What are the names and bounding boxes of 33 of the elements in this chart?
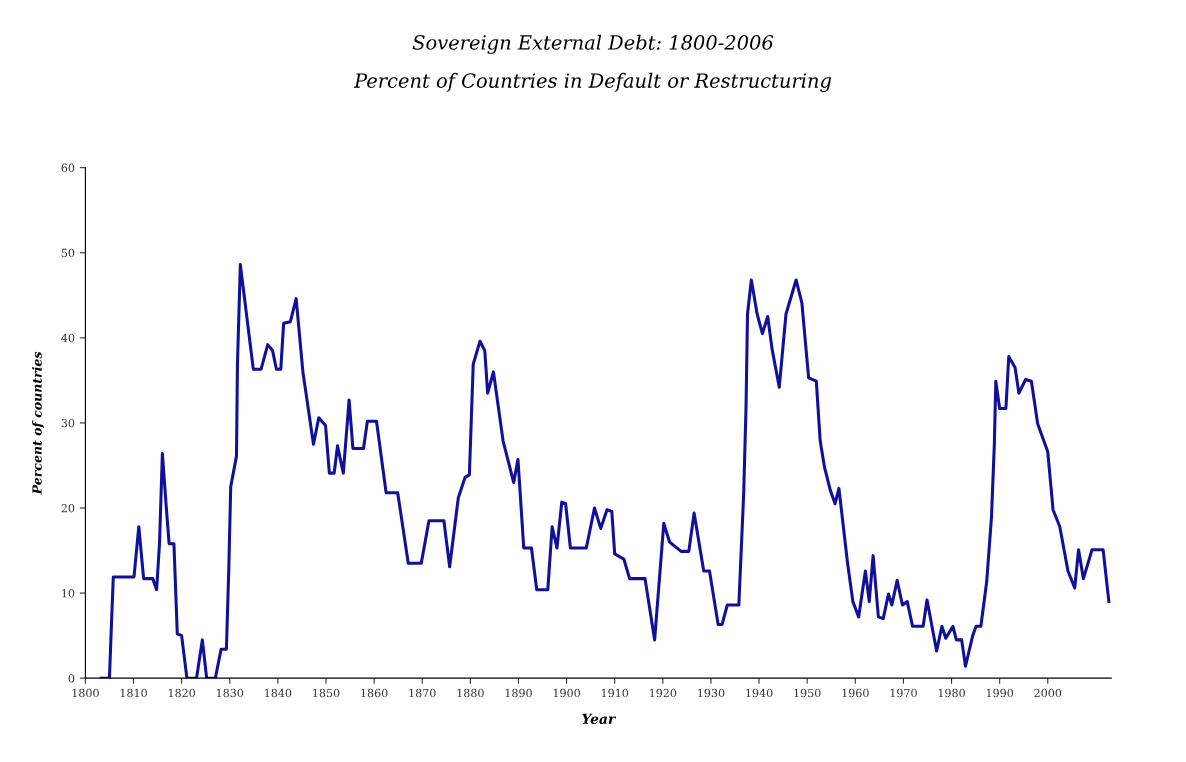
x-tick-label: 1990 [986, 688, 1014, 698]
x-tick-label: 1830 [216, 688, 244, 698]
x-tick-label: 1810 [120, 688, 147, 698]
y-tick-label: 10 [62, 589, 75, 598]
x-tick-label: 1880 [457, 688, 484, 698]
x-tick-label: 2000 [1034, 688, 1062, 698]
x-tick-label: 1890 [505, 688, 532, 698]
chart-title: Sovereign External Debt: 1800-2006 [412, 34, 774, 54]
x-tick-label: 1900 [553, 688, 580, 698]
y-tick-label: 60 [61, 163, 75, 173]
x-tick-label: 1910 [601, 688, 629, 698]
x-tick-label: 1920 [650, 688, 677, 698]
x-tick-label: 1970 [890, 688, 917, 698]
y-tick-label: 0 [68, 674, 75, 683]
x-tick-label: 1950 [794, 688, 821, 698]
y-axis-title: Percent of countries [32, 351, 44, 495]
x-axis-title: Year [582, 713, 617, 724]
y-tick-label: 50 [61, 248, 75, 258]
y-tick-label: 30 [61, 418, 75, 428]
x-tick-label: 1940 [746, 688, 773, 698]
x-tick-label: 1860 [361, 688, 388, 698]
y-tick-label: 40 [61, 333, 75, 343]
x-tick-label: 1850 [313, 688, 340, 698]
x-tick-label: 1960 [842, 688, 869, 698]
chart-subtitle: Percent of Countries in Default or Restructuring [353, 72, 832, 92]
x-tick-label: 1820 [168, 688, 196, 698]
y-tick-label: 20 [61, 503, 75, 513]
line-series [99, 263, 1111, 679]
x-tick-label: 1980 [938, 688, 965, 698]
x-tick-label: 1840 [265, 688, 292, 698]
x-tick-label: 1930 [698, 688, 725, 698]
x-tick-label: 1870 [409, 688, 436, 698]
x-tick-label: 1800 [72, 688, 99, 698]
